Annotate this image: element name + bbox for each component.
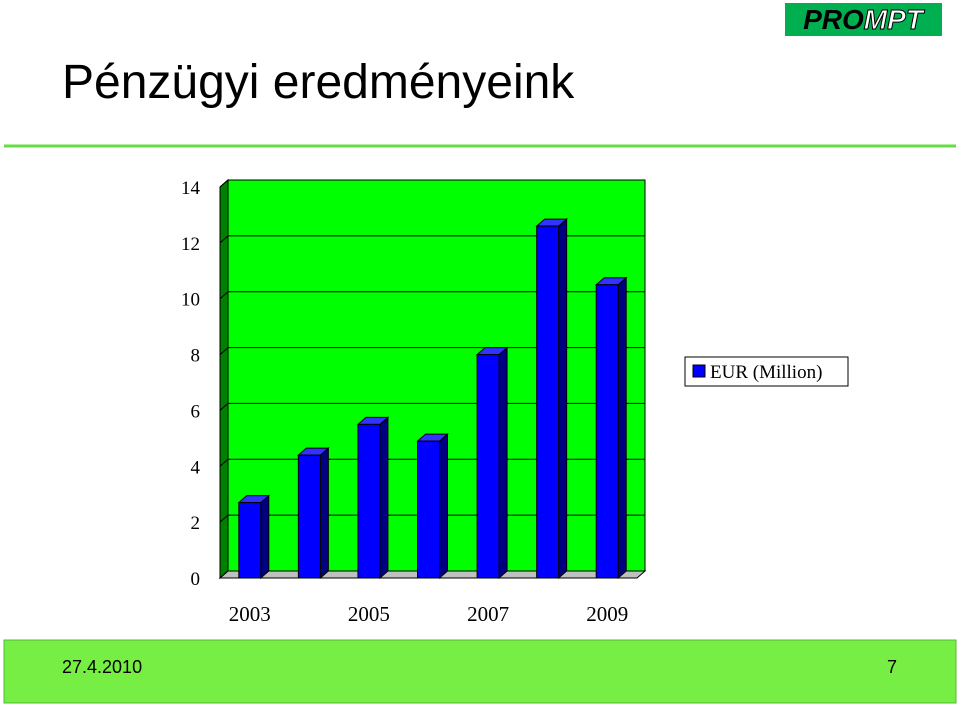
y-tick-label: 10 (181, 290, 200, 311)
logo-mpt: MPT (864, 4, 926, 35)
y-tick-label: 12 (181, 234, 200, 255)
bar (417, 440, 440, 579)
x-tick-label: 2005 (348, 602, 390, 626)
bar-side (617, 276, 627, 580)
bar-side (498, 346, 508, 580)
bar (536, 225, 560, 579)
bar (595, 284, 619, 579)
bar (357, 423, 381, 579)
bar-side (379, 416, 389, 580)
logo-box (785, 3, 942, 36)
y-tick-label: 4 (191, 457, 201, 478)
bar-side (319, 447, 329, 580)
y-tick-label: 6 (191, 401, 201, 422)
page-number: 7 (887, 657, 897, 677)
grid-line (219, 291, 645, 300)
y-tick-label: 8 (191, 346, 201, 367)
y-tick-label: 0 (191, 569, 201, 590)
legend-label: EUR (Million) (710, 362, 822, 383)
grid-line (219, 235, 645, 244)
footer-bar (3, 639, 957, 704)
y-tick-label: 14 (181, 178, 201, 199)
bar-side (558, 217, 568, 580)
footer-date: 27.4.2010 (62, 657, 142, 677)
x-tick-label: 2007 (467, 602, 509, 626)
slide-title: Pénzügyi eredményeink (62, 56, 575, 109)
chart: 0 2 4 6 8 10 12 14 2003 2005 2007 2009 EUR (Million) (181, 178, 849, 626)
bar (476, 354, 500, 579)
grid-line (219, 179, 645, 188)
logo: PROMPT (803, 4, 926, 35)
bar (297, 454, 321, 579)
bar-side (439, 433, 448, 580)
bar-side (260, 494, 270, 580)
legend-box (684, 356, 849, 387)
logo-pro: PRO (803, 4, 864, 35)
bar (238, 502, 262, 579)
y-tick-label: 2 (191, 513, 201, 534)
x-tick-label: 2009 (586, 602, 628, 626)
x-tick-label: 2003 (229, 602, 271, 626)
legend-swatch (692, 364, 706, 378)
